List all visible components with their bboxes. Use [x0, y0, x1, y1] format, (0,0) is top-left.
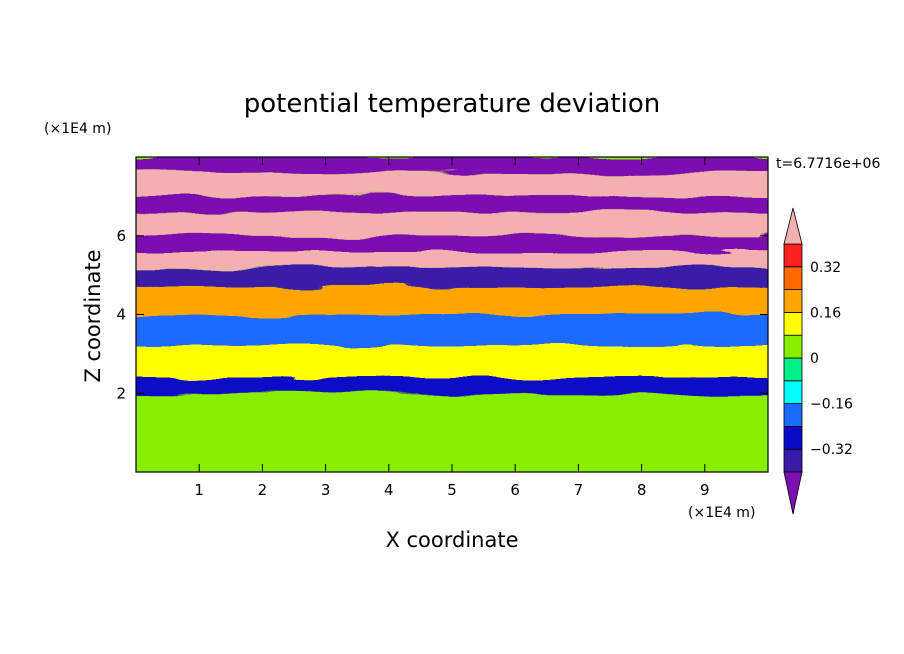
contour-band-7 — [136, 267, 768, 287]
colorbar-bin — [783, 425, 803, 450]
contour-band-2 — [136, 393, 768, 413]
colorbar-bin — [783, 243, 803, 268]
colorbar-bin — [783, 334, 803, 359]
contour-band-10 — [136, 212, 768, 236]
contour-band-1 — [136, 412, 768, 455]
time-label: t=6.7716e+06 — [776, 156, 880, 172]
plot-area — [136, 157, 768, 472]
x-axis: 1 2 3 4 5 6 7 8 9 — [194, 157, 710, 499]
colorbar-max-extend — [783, 207, 803, 245]
colorbar-label: −0.16 — [810, 397, 853, 413]
colorbar-label: 0 — [810, 351, 819, 367]
contour-band-3 — [136, 377, 768, 394]
x-tick-label: 6 — [510, 481, 520, 499]
x-tick-label: 9 — [700, 481, 710, 499]
contour-band-0 — [136, 454, 768, 472]
y-tick-label: 4 — [116, 306, 126, 324]
x-tick-label: 5 — [447, 481, 457, 499]
colorbar-bin — [783, 357, 803, 382]
x-tick-label: 1 — [194, 481, 204, 499]
x-axis-label: X coordinate — [385, 528, 518, 552]
colorbar-min-extend — [783, 471, 803, 515]
contour-field — [136, 157, 768, 472]
colorbar-bin — [783, 266, 803, 290]
contour-band-9 — [136, 235, 768, 252]
colorbar-label: −0.32 — [810, 442, 853, 458]
colorbar-label: 0.16 — [810, 305, 841, 321]
y-tick-label: 6 — [116, 227, 126, 245]
contour-band-5 — [136, 314, 768, 346]
y-axis-label: Z coordinate — [81, 249, 105, 382]
contour-band-11 — [136, 196, 768, 213]
x-tick-label: 4 — [384, 481, 394, 499]
x-tick-label: 8 — [637, 481, 647, 499]
colorbar-bin — [783, 289, 803, 313]
contour-band-12 — [136, 172, 768, 197]
y-unit-label: (×1E4 m) — [44, 121, 111, 137]
x-unit-label: (×1E4 m) — [688, 505, 755, 521]
colorbar-bin — [783, 311, 803, 336]
contour-band-8 — [136, 251, 768, 268]
x-tick-label: 7 — [574, 481, 584, 499]
colorbar-label: 0.32 — [810, 260, 841, 276]
contour-band-4 — [136, 346, 768, 378]
contour-band-6 — [136, 286, 768, 315]
x-tick-label: 2 — [258, 481, 268, 499]
colorbar-bin — [783, 380, 803, 404]
x-tick-label: 3 — [321, 481, 331, 499]
chart-title: potential temperature deviation — [244, 89, 660, 119]
colorbar-bin — [783, 403, 803, 427]
y-axis: 2 4 6 — [116, 227, 768, 402]
colorbar-bin — [783, 448, 803, 473]
y-tick-label: 2 — [116, 384, 126, 402]
colorbar: 0.32 0.16 0 −0.16 −0.32 — [783, 207, 853, 515]
